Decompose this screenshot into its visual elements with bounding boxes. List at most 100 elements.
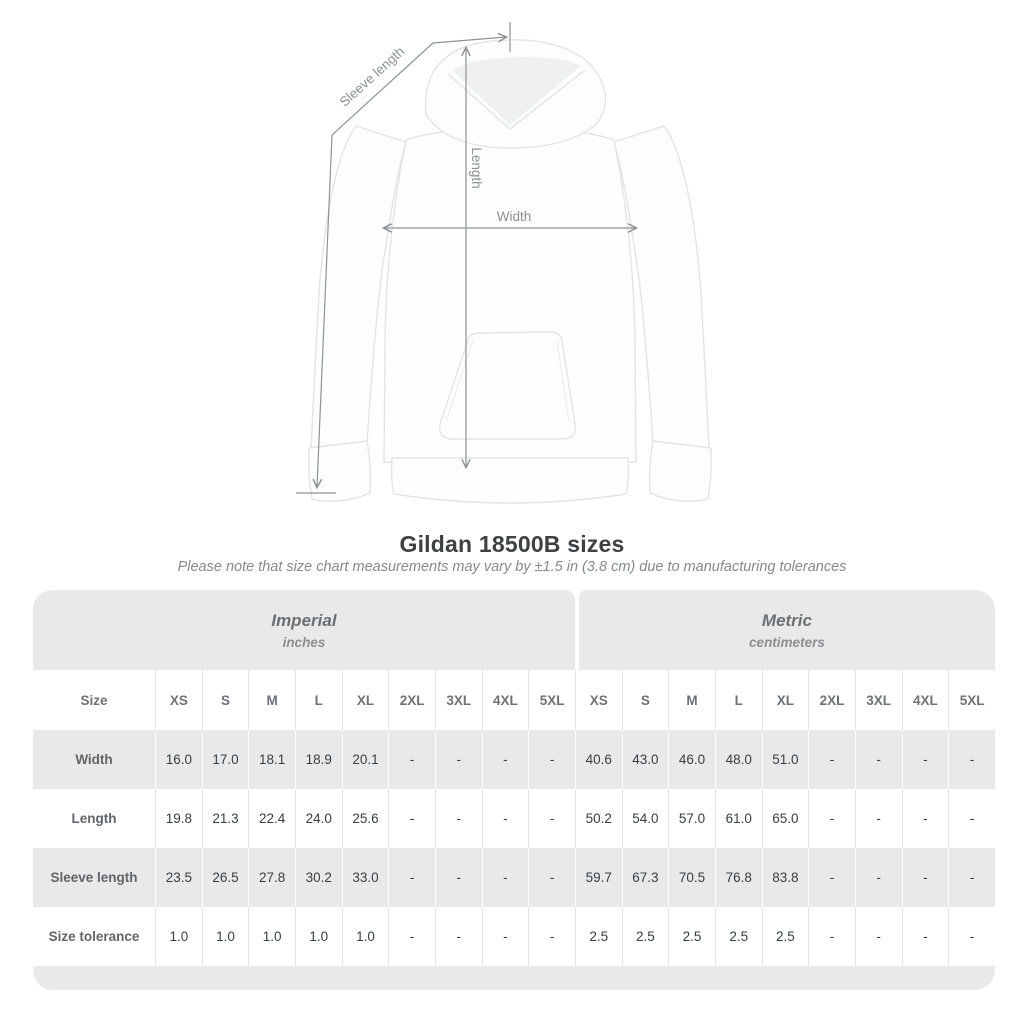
size-header-cell: 5XL xyxy=(948,670,995,730)
value-cell: - xyxy=(948,730,995,789)
value-cell: 18.9 xyxy=(294,730,342,789)
value-cell: 51.0 xyxy=(761,730,809,789)
hoodie-waistband xyxy=(390,457,630,504)
value-cell: - xyxy=(388,848,435,907)
size-header-cell: S xyxy=(201,670,249,730)
size-header-cell: XS xyxy=(155,670,202,730)
value-cell: - xyxy=(481,789,529,848)
value-cell: 48.0 xyxy=(714,730,762,789)
value-cell: 2.5 xyxy=(668,907,715,966)
hoodie-right-cuff xyxy=(648,440,713,502)
value-cell: 19.8 xyxy=(155,789,202,848)
value-cell: - xyxy=(854,848,902,907)
value-cell: - xyxy=(481,848,529,907)
size-chart-table-container: Imperial inches Metric centimeters Size … xyxy=(33,590,995,990)
value-cell: - xyxy=(808,730,855,789)
imperial-section-header: Imperial inches xyxy=(33,590,575,670)
value-cell: 26.5 xyxy=(201,848,249,907)
table-row: Size tolerance 1.0 1.0 1.0 1.0 1.0- - - -2.5 2.5 2… xyxy=(33,907,995,966)
value-cell: 1.0 xyxy=(294,907,342,966)
value-cell: 70.5 xyxy=(668,848,715,907)
imperial-label: Imperial xyxy=(271,610,337,630)
metric-unit: centimeters xyxy=(749,634,825,650)
sleeve-length-arrow xyxy=(312,32,509,490)
value-cell: 2.5 xyxy=(621,907,669,966)
value-cell: - xyxy=(434,907,482,966)
value-cell: 1.0 xyxy=(248,907,295,966)
value-cell: - xyxy=(388,907,435,966)
value-cell: 1.0 xyxy=(341,907,389,966)
value-cell: 40.6 xyxy=(574,730,622,789)
measurement-arrows xyxy=(296,22,639,494)
value-cell: 33.0 xyxy=(341,848,389,907)
value-cell: 76.8 xyxy=(714,848,762,907)
table-footer-band xyxy=(33,966,995,990)
value-cell: - xyxy=(434,730,482,789)
size-header-row: Size XS S M L XL 2XL 3XL 4XL 5XL XS S M L XL 2XL 3XL 4XL… xyxy=(33,670,995,730)
row-label: Width xyxy=(75,752,113,767)
row-label: Sleeve length xyxy=(50,870,138,885)
value-cell: 2.5 xyxy=(574,907,622,966)
value-cell: 46.0 xyxy=(668,730,715,789)
value-cell: - xyxy=(388,730,435,789)
unit-section-row: Imperial inches Metric centimeters xyxy=(33,590,995,670)
size-header-cell: L xyxy=(714,670,762,730)
pocket-seam-right xyxy=(556,340,570,423)
size-header-cell: XS xyxy=(574,670,622,730)
hoodie-measurement-diagram: Sleeve length Length Width xyxy=(296,22,713,504)
hoodie-illustration xyxy=(307,39,713,504)
value-cell: 65.0 xyxy=(761,789,809,848)
value-cell: - xyxy=(854,907,902,966)
table-footer-row xyxy=(33,966,995,990)
size-header-cell: 2XL xyxy=(388,670,435,730)
value-cell: - xyxy=(854,730,902,789)
size-header-cell: 3XL xyxy=(854,670,902,730)
value-cell: - xyxy=(901,789,949,848)
imperial-unit: inches xyxy=(282,634,326,650)
size-header-cell: M xyxy=(668,670,715,730)
value-cell: 18.1 xyxy=(248,730,295,789)
page-title: Gildan 18500B sizes xyxy=(399,531,625,557)
size-header-cell: S xyxy=(621,670,669,730)
value-cell: 59.7 xyxy=(574,848,622,907)
value-cell: - xyxy=(854,789,902,848)
value-cell: 30.2 xyxy=(294,848,342,907)
size-header-cell: XL xyxy=(341,670,389,730)
size-header-cell: M xyxy=(248,670,295,730)
value-cell: 43.0 xyxy=(621,730,669,789)
value-cell: - xyxy=(528,848,575,907)
size-row-header: Size xyxy=(33,670,155,730)
value-cell: - xyxy=(808,907,855,966)
value-cell: - xyxy=(901,907,949,966)
value-cell: - xyxy=(948,907,995,966)
size-header-cell: 3XL xyxy=(434,670,482,730)
value-cell: 21.3 xyxy=(201,789,249,848)
value-cell: 1.0 xyxy=(155,907,202,966)
value-cell: - xyxy=(528,730,575,789)
value-cell: 20.1 xyxy=(341,730,389,789)
value-cell: - xyxy=(808,789,855,848)
value-cell: - xyxy=(434,848,482,907)
value-cell: - xyxy=(901,848,949,907)
value-cell: 67.3 xyxy=(621,848,669,907)
value-cell: 16.0 xyxy=(155,730,202,789)
size-header-cell: 4XL xyxy=(481,670,529,730)
value-cell: - xyxy=(948,789,995,848)
value-cell: - xyxy=(808,848,855,907)
value-cell: - xyxy=(948,848,995,907)
row-label: Size tolerance xyxy=(48,929,140,944)
size-header-cell: XL xyxy=(761,670,809,730)
value-cell: 57.0 xyxy=(668,789,715,848)
value-cell: - xyxy=(901,730,949,789)
table-row: Width 16.0 17.0 18.1 18.9 20.1- - - -40.6 43.0 46.… xyxy=(33,730,995,789)
measurement-rows: Width 16.0 17.0 18.1 18.9 20.1- - - -40.6 43.0 46.… xyxy=(33,730,995,966)
value-cell: 61.0 xyxy=(714,789,762,848)
value-cell: 22.4 xyxy=(248,789,295,848)
value-cell: 25.6 xyxy=(341,789,389,848)
value-cell: - xyxy=(481,907,529,966)
size-chart-table: Imperial inches Metric centimeters Size … xyxy=(33,590,995,990)
value-cell: 17.0 xyxy=(201,730,249,789)
value-cell: - xyxy=(434,789,482,848)
size-header-cell: 2XL xyxy=(808,670,855,730)
